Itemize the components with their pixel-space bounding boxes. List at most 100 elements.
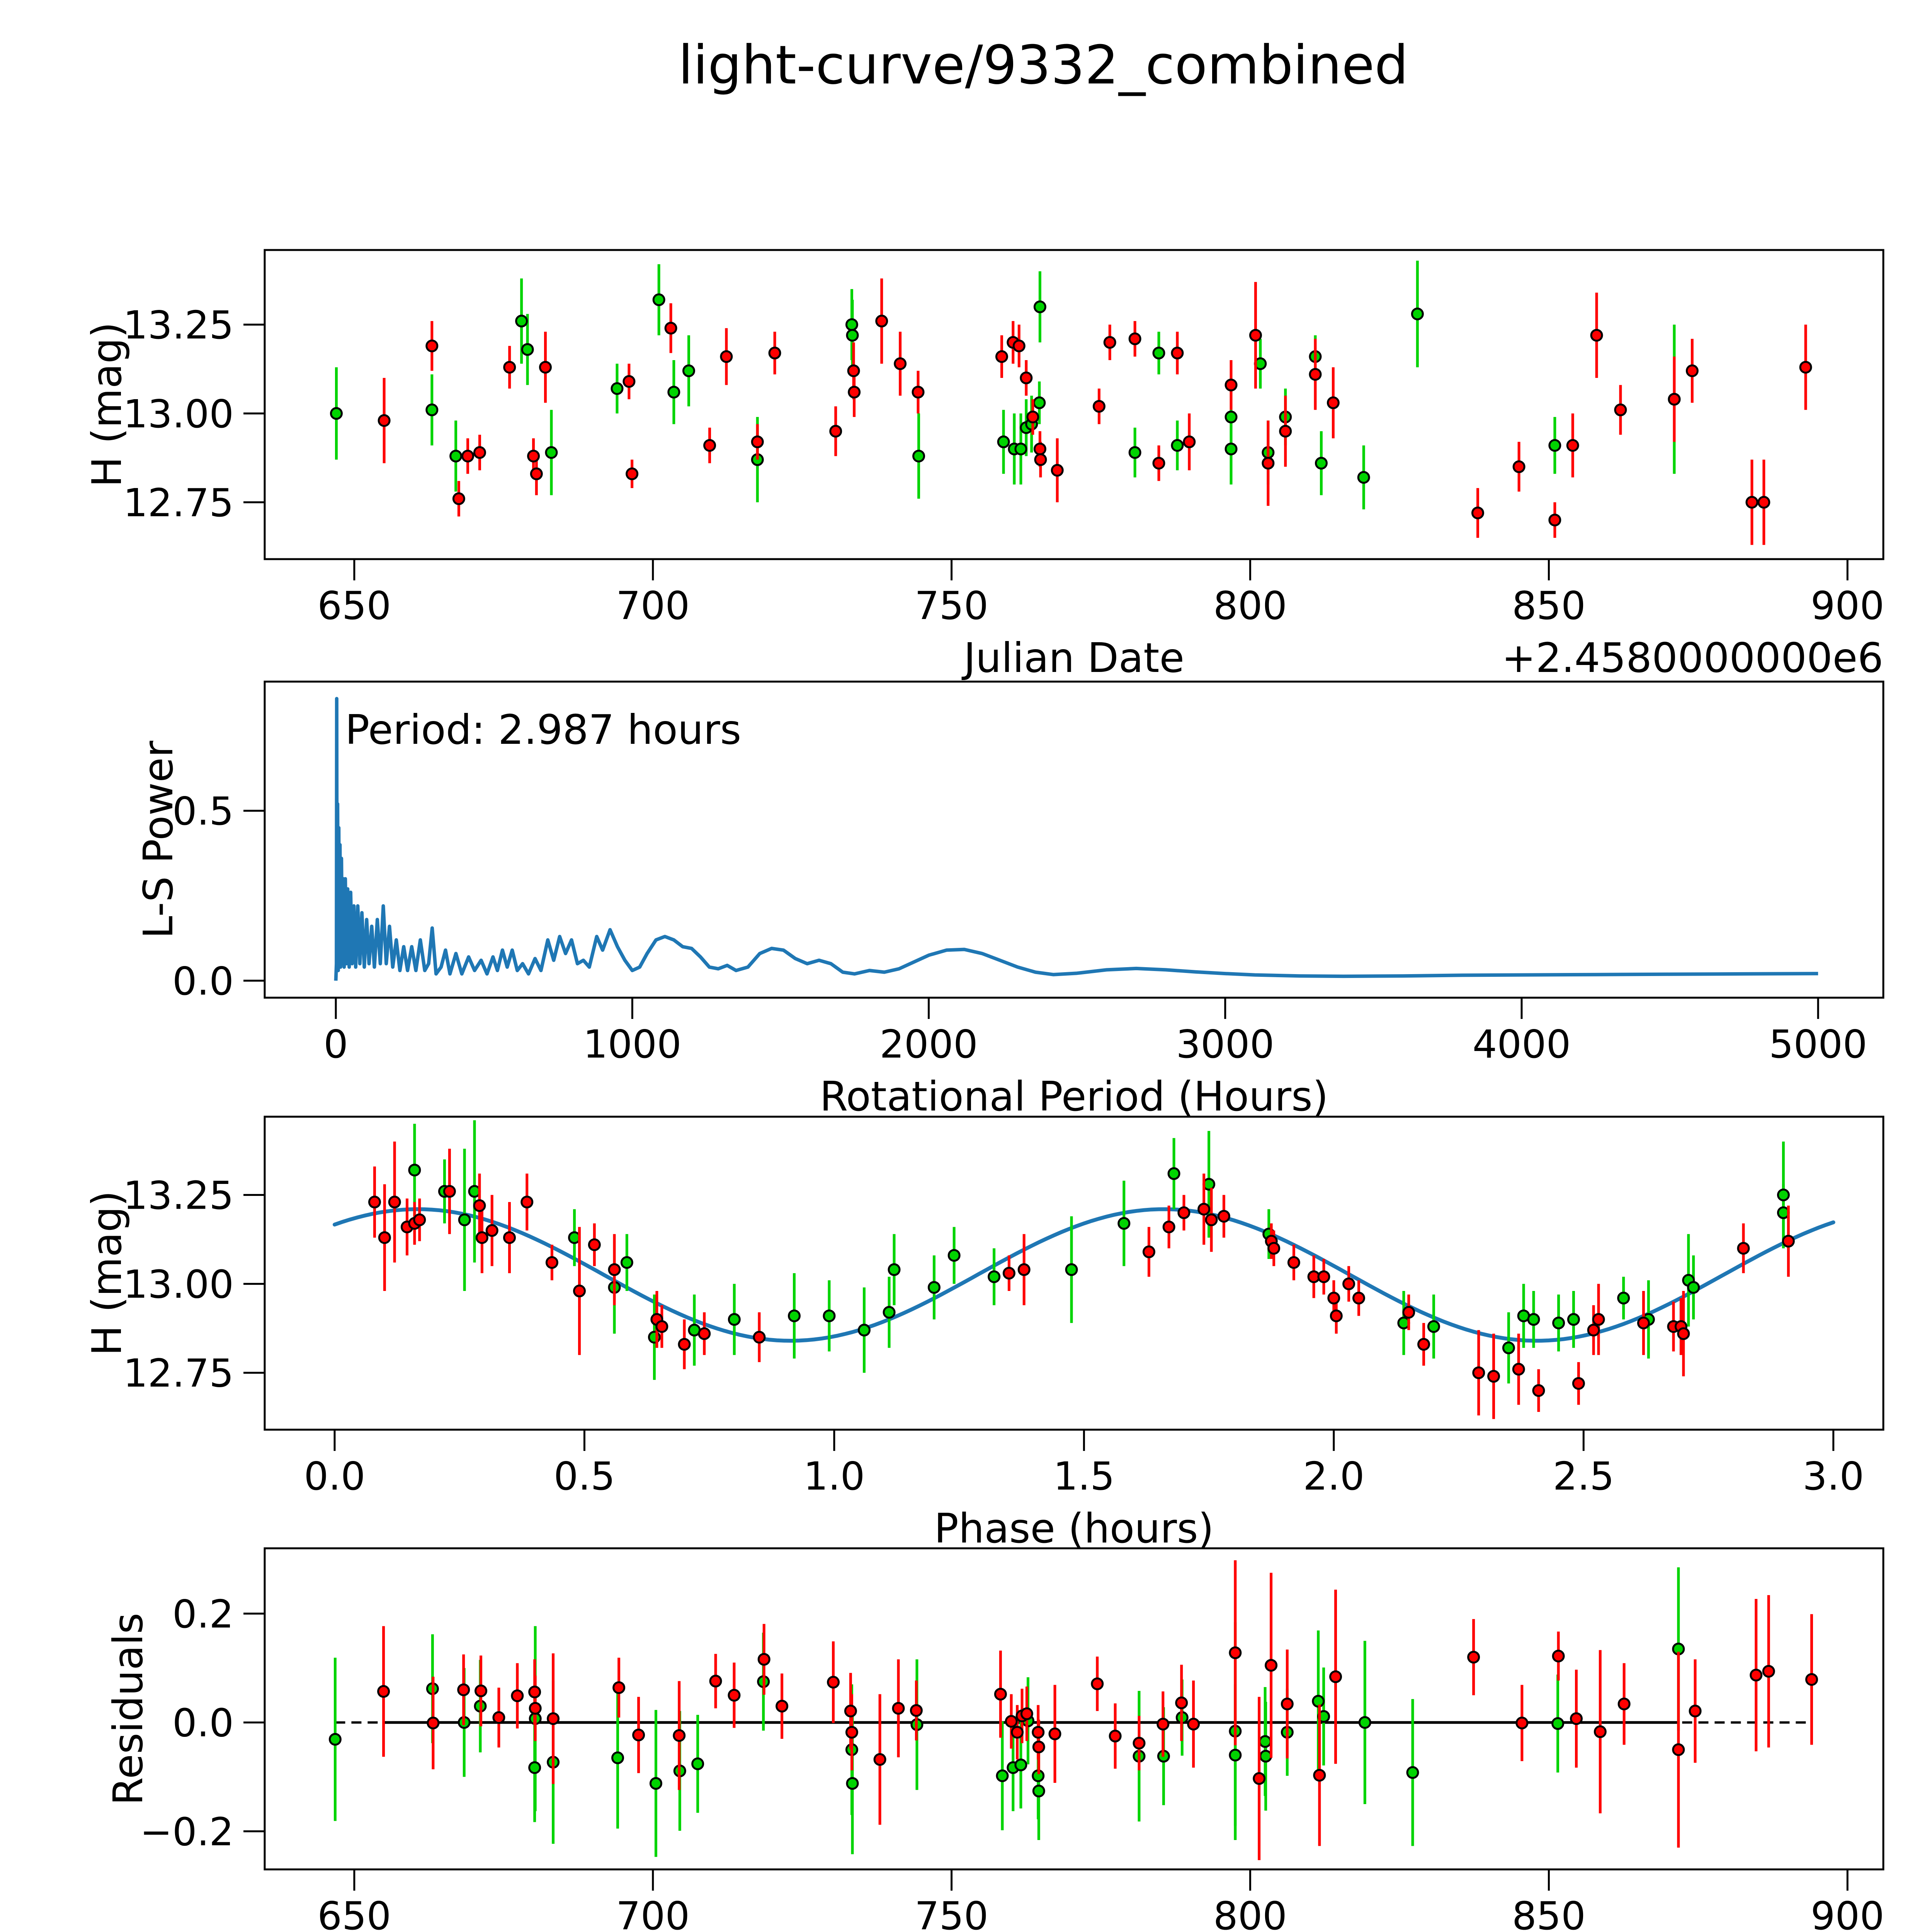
red-observatory-marker xyxy=(1587,1323,1600,1337)
red-observatory-marker xyxy=(503,361,516,374)
red-observatory-marker xyxy=(475,1231,488,1244)
panel-phase-content xyxy=(333,1120,1835,1419)
green-observatory-marker xyxy=(728,1313,741,1326)
red-observatory-marker xyxy=(664,321,677,335)
green-observatory-marker xyxy=(846,1777,859,1790)
best-period-annotation: Period: 2.987 hours xyxy=(345,706,742,753)
red-observatory-marker xyxy=(1162,1220,1175,1233)
red-observatory-marker xyxy=(1020,1707,1033,1720)
red-observatory-marker xyxy=(994,1687,1007,1701)
red-observatory-marker xyxy=(1637,1316,1650,1330)
periodogram-x-tick-label: 5000 xyxy=(1769,1022,1867,1067)
red-observatory-marker xyxy=(912,386,925,399)
green-observatory-marker xyxy=(408,1163,421,1177)
panel-phase-frame xyxy=(264,1116,1884,1431)
red-observatory-marker xyxy=(1548,514,1561,527)
red-observatory-marker xyxy=(751,435,764,449)
red-observatory-marker xyxy=(622,375,636,388)
red-observatory-marker xyxy=(377,1685,390,1698)
green-observatory-marker xyxy=(1033,396,1046,409)
red-observatory-marker xyxy=(1757,496,1770,509)
green-observatory-marker xyxy=(1117,1217,1131,1230)
lightcurve-axis-offset-text: +2.4580000000e6 xyxy=(1502,634,1883,682)
lightcurve-y-axis-label: H (mag) xyxy=(83,322,131,487)
red-observatory-marker xyxy=(474,1684,488,1697)
green-observatory-marker xyxy=(1427,1320,1440,1333)
red-observatory-marker xyxy=(1352,1291,1365,1304)
periodogram-x-tick-label: 1000 xyxy=(583,1022,682,1067)
green-observatory-marker xyxy=(997,435,1010,449)
red-observatory-marker xyxy=(413,1213,426,1226)
green-observatory-marker xyxy=(521,343,534,356)
green-observatory-marker xyxy=(328,1733,342,1746)
red-observatory-marker xyxy=(1187,1718,1200,1731)
phase-x-tick-label: 0.5 xyxy=(554,1454,615,1499)
red-observatory-marker xyxy=(1002,1267,1015,1280)
phase-x-tick-label: 1.0 xyxy=(803,1454,865,1499)
red-observatory-marker xyxy=(1287,1256,1300,1269)
green-observatory-marker xyxy=(947,1249,961,1262)
green-observatory-marker xyxy=(1687,1281,1700,1294)
red-observatory-marker xyxy=(1689,1704,1702,1718)
red-observatory-marker xyxy=(1515,1716,1529,1730)
red-observatory-marker xyxy=(1225,378,1238,391)
green-observatory-marker xyxy=(425,403,439,417)
red-observatory-marker xyxy=(1552,1650,1565,1663)
lightcurve-y-tick-label: 12.75 xyxy=(123,480,234,526)
green-observatory-marker xyxy=(1014,442,1027,456)
green-observatory-marker xyxy=(1014,1759,1027,1772)
green-observatory-marker xyxy=(1167,1167,1180,1180)
green-observatory-marker xyxy=(888,1263,901,1276)
red-observatory-marker xyxy=(1253,1772,1266,1785)
red-observatory-marker xyxy=(1467,1651,1480,1664)
red-observatory-marker xyxy=(530,467,543,480)
red-observatory-marker xyxy=(1570,1712,1583,1725)
red-observatory-marker xyxy=(378,1231,391,1244)
green-observatory-marker xyxy=(1527,1313,1540,1326)
red-observatory-marker xyxy=(1402,1306,1415,1319)
residuals-x-tick-label: 700 xyxy=(616,1893,690,1932)
red-observatory-marker xyxy=(1745,496,1759,509)
red-observatory-marker xyxy=(1091,1677,1104,1690)
green-observatory-marker xyxy=(545,446,558,459)
phase-x-axis-label: Phase (hours) xyxy=(934,1505,1214,1552)
periodogram-x-tick-label: 3000 xyxy=(1176,1022,1275,1067)
green-observatory-marker xyxy=(667,386,680,399)
green-observatory-marker xyxy=(458,1213,471,1226)
red-observatory-marker xyxy=(1487,1370,1500,1383)
red-observatory-marker xyxy=(845,1726,858,1739)
green-observatory-marker xyxy=(1033,300,1046,313)
periodogram-x-tick-label: 0 xyxy=(323,1022,348,1067)
red-observatory-marker xyxy=(1417,1338,1430,1351)
green-observatory-marker xyxy=(823,1309,836,1322)
red-observatory-marker xyxy=(1142,1245,1155,1259)
red-observatory-marker xyxy=(1051,464,1064,477)
phase-x-tick-label: 3.0 xyxy=(1803,1454,1864,1499)
red-observatory-marker xyxy=(588,1238,601,1251)
red-observatory-marker xyxy=(1048,1727,1061,1740)
residuals-y-tick-label: −0.2 xyxy=(140,1809,234,1854)
green-observatory-marker xyxy=(1315,457,1328,470)
green-observatory-marker xyxy=(330,407,343,420)
green-observatory-marker xyxy=(449,449,463,463)
red-observatory-marker xyxy=(1249,329,1262,342)
red-observatory-marker xyxy=(703,439,716,452)
red-observatory-marker xyxy=(473,446,486,459)
green-observatory-marker xyxy=(691,1757,704,1770)
red-observatory-marker xyxy=(1668,393,1681,406)
green-observatory-marker xyxy=(611,1751,624,1764)
red-observatory-marker xyxy=(1032,1740,1045,1753)
red-observatory-marker xyxy=(1033,442,1046,456)
red-observatory-marker xyxy=(875,315,888,328)
red-observatory-marker xyxy=(1512,1363,1525,1376)
red-observatory-marker xyxy=(1329,1670,1342,1683)
red-observatory-marker xyxy=(1103,336,1116,349)
figure-title: light-curve/9332_combined xyxy=(678,34,1408,96)
red-observatory-marker xyxy=(1342,1277,1355,1291)
red-observatory-marker xyxy=(698,1327,711,1340)
panel-periodogram-content xyxy=(334,697,1818,981)
red-observatory-marker xyxy=(1317,1270,1330,1283)
green-observatory-marker xyxy=(1032,1784,1045,1798)
lightcurve-x-tick-label: 900 xyxy=(1811,583,1884,628)
green-observatory-marker xyxy=(883,1306,896,1319)
